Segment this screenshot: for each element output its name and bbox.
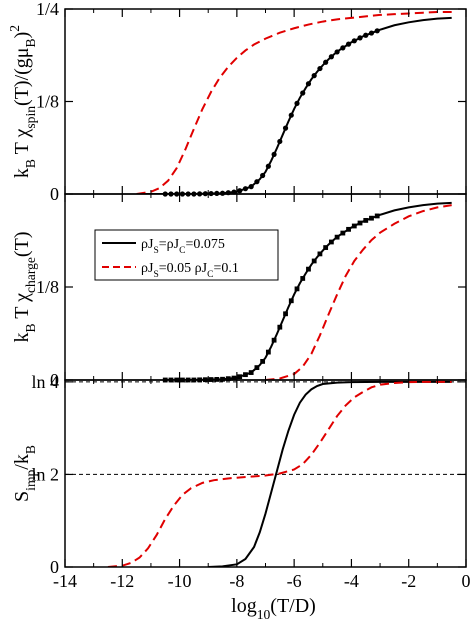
y-axis-label: kB T χspin(T)/(gμB)2 [7, 25, 38, 178]
data-point [334, 49, 340, 55]
data-point [260, 359, 266, 364]
data-point [363, 32, 369, 38]
data-point [323, 245, 329, 250]
x-tick-label: -14 [53, 571, 77, 591]
data-point [248, 184, 254, 190]
y-tick-label: 0 [50, 370, 59, 390]
series-line-black [208, 380, 452, 567]
data-point [374, 28, 380, 34]
data-point [323, 59, 329, 65]
y-tick-label: ln 2 [31, 464, 59, 484]
x-axis-label: log10(T/D) [231, 595, 316, 622]
y-tick-label: 0 [50, 184, 59, 204]
bottom-panel: 0 ln 2 ln 4 Simp/kB -14 -12 -10 -8 -6 -4 -2 0 log10(… [11, 372, 471, 622]
y-tick-label: ln 4 [31, 372, 59, 392]
series-line-black [136, 16, 452, 194]
data-point [294, 286, 300, 292]
y-tick-label: 0 [50, 557, 59, 577]
data-point [328, 239, 334, 245]
series-line-red [136, 10, 452, 194]
x-tick-label: -2 [401, 571, 416, 591]
data-point [340, 230, 346, 236]
data-point [283, 311, 288, 317]
data-point [374, 213, 380, 219]
legend-entry: ρJS=0.05 ρJC=0.1 [141, 261, 239, 280]
x-tick-label: 0 [462, 571, 471, 591]
data-point [340, 45, 346, 51]
data-point [311, 258, 317, 264]
x-tick-label: -6 [287, 571, 302, 591]
middle-panel: 0 1/8kB T χcharge(T) ρJS=ρJC=0.075 ρJS=0.05… [11, 193, 467, 390]
y-tick-label: 1/8 [36, 92, 59, 112]
data-point [300, 90, 306, 96]
y-tick-label: 1/8 [36, 277, 59, 297]
data-point [225, 376, 231, 382]
legend-box [94, 229, 279, 281]
series-line-red [107, 380, 452, 567]
data-point [282, 125, 289, 131]
y-axis-label-group: Simp/kB [11, 445, 38, 502]
data-point [300, 276, 306, 281]
data-point [242, 186, 249, 192]
data-point [231, 375, 237, 381]
data-point [277, 138, 283, 145]
x-tick-label: -8 [229, 571, 244, 591]
plot-frame [64, 379, 467, 568]
data-point [328, 54, 334, 60]
data-point [265, 163, 271, 169]
data-point [237, 374, 243, 380]
plot-frame [64, 8, 467, 195]
data-point [260, 172, 266, 179]
top-panel: 0 1/8 1/4 kB T χspin(T)/(gμB)2 [7, 0, 467, 204]
data-point [277, 324, 283, 330]
y-axis-label: Simp/kB [11, 445, 38, 502]
data-point [368, 30, 375, 36]
legend-entry: ρJS=ρJC=0.075 [141, 237, 225, 256]
data-point [294, 100, 300, 106]
series-line-red [265, 204, 452, 380]
data-point [317, 251, 323, 257]
series-line-black [165, 201, 452, 380]
y-axis-label: kB T χcharge(T) [11, 232, 38, 343]
data-point [288, 112, 294, 118]
data-point [334, 234, 340, 240]
data-point [345, 41, 352, 47]
data-point [351, 38, 357, 44]
data-point [248, 370, 254, 375]
data-point [237, 188, 243, 194]
data-point [357, 35, 363, 41]
data-point [265, 349, 271, 355]
legend: ρJS=ρJC=0.075 ρJS=0.05 ρJC=0.1 [94, 229, 279, 281]
x-tick-label: -4 [344, 571, 359, 591]
y-axis-label-group: kB T χspin(T)/(gμB)2 [7, 25, 38, 178]
plot-frame [64, 193, 467, 381]
y-tick-label: 1/4 [36, 0, 59, 19]
y-axis-label-group: kB T χcharge(T) [11, 232, 38, 343]
data-point [306, 266, 311, 272]
data-point [369, 215, 374, 221]
data-point [243, 372, 248, 378]
data-point [317, 65, 323, 72]
data-point [288, 298, 294, 304]
data-point [363, 218, 369, 223]
data-point [254, 365, 260, 370]
x-tick-label: -12 [110, 571, 134, 591]
data-point [271, 151, 277, 158]
data-point [305, 81, 312, 87]
data-point [271, 337, 277, 343]
data-point [357, 220, 363, 226]
data-point [254, 179, 260, 185]
data-point [351, 223, 357, 229]
x-tick-label: -10 [168, 571, 192, 591]
data-point [311, 73, 317, 79]
data-point [346, 226, 351, 232]
